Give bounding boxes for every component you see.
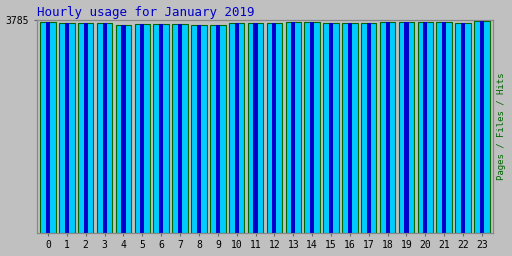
Bar bbox=[418, 22, 433, 233]
Bar bbox=[367, 23, 371, 233]
Bar bbox=[78, 23, 94, 233]
Bar bbox=[342, 23, 357, 233]
Bar bbox=[229, 23, 244, 233]
Bar bbox=[386, 22, 390, 233]
Bar bbox=[97, 23, 112, 233]
Bar bbox=[399, 22, 414, 233]
Bar bbox=[216, 25, 220, 233]
Bar bbox=[83, 23, 88, 233]
Bar bbox=[380, 22, 395, 233]
Bar bbox=[197, 25, 201, 233]
Bar bbox=[154, 24, 169, 233]
Bar bbox=[348, 23, 352, 233]
Bar bbox=[46, 22, 50, 233]
Bar bbox=[442, 22, 446, 233]
Bar bbox=[329, 23, 333, 233]
Bar bbox=[234, 23, 239, 233]
Y-axis label: Pages / Files / Hits: Pages / Files / Hits bbox=[498, 72, 506, 180]
Bar bbox=[480, 21, 484, 233]
Bar bbox=[474, 21, 489, 233]
Bar bbox=[267, 23, 282, 233]
Bar bbox=[286, 22, 301, 233]
Bar bbox=[159, 24, 163, 233]
Bar bbox=[461, 23, 465, 233]
Bar bbox=[423, 22, 428, 233]
Bar bbox=[323, 23, 339, 233]
Bar bbox=[291, 22, 295, 233]
Bar bbox=[253, 23, 258, 233]
Bar bbox=[272, 23, 276, 233]
Bar bbox=[248, 23, 263, 233]
Bar bbox=[210, 25, 226, 233]
Bar bbox=[40, 22, 56, 233]
Bar bbox=[191, 25, 207, 233]
Bar bbox=[178, 24, 182, 233]
Bar bbox=[437, 22, 452, 233]
Bar bbox=[455, 23, 471, 233]
Bar bbox=[310, 22, 314, 233]
Bar bbox=[361, 23, 376, 233]
Bar bbox=[59, 23, 75, 233]
Text: Hourly usage for January 2019: Hourly usage for January 2019 bbox=[37, 6, 254, 18]
Bar bbox=[135, 24, 150, 233]
Bar bbox=[305, 22, 320, 233]
Bar bbox=[140, 24, 144, 233]
Bar bbox=[173, 24, 188, 233]
Bar bbox=[121, 25, 125, 233]
Bar bbox=[102, 23, 106, 233]
Bar bbox=[116, 25, 131, 233]
Bar bbox=[65, 23, 69, 233]
Bar bbox=[404, 22, 409, 233]
